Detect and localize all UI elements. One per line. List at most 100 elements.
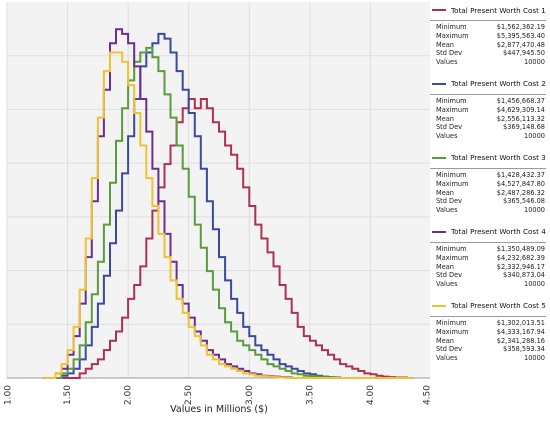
stat-label: Mean — [436, 262, 454, 271]
stat-row: Maximum $4,527,847.80 — [430, 180, 546, 189]
x-tick-label: 2.50 — [184, 385, 194, 405]
stats-table: Minimum $1,428,432.37 Maximum $4,527,847.80… — [430, 167, 546, 215]
stat-label: Std Dev — [436, 123, 463, 132]
series-line-cost-5 — [43, 51, 413, 379]
legend-series-name: Total Present Worth Cost 2 — [451, 79, 546, 89]
stat-label: Mean — [436, 336, 454, 345]
x-tick-label: 1.00 — [4, 385, 14, 405]
series-line-cost-1 — [43, 98, 413, 379]
stat-value: $2,487,286.32 — [496, 188, 545, 197]
stat-value: $365,546.08 — [503, 197, 545, 206]
legend-panel: Total Present Worth Cost 1 Minimum $1,562,… — [430, 2, 546, 372]
grid-lines — [6, 2, 430, 379]
stat-value: 10000 — [524, 206, 545, 215]
stat-value: $447,945.50 — [503, 49, 545, 58]
stat-row: Std Dev $369,148.68 — [430, 123, 546, 132]
stat-row: Mean $2,556,113.32 — [430, 115, 546, 124]
stat-row: Std Dev $358,593.34 — [430, 345, 546, 354]
x-tick-label: 4.50 — [423, 385, 431, 405]
stat-row: Mean $2,341,288.16 — [430, 337, 546, 346]
stat-row: Maximum $4,232,682.39 — [430, 254, 546, 263]
stat-row: Minimum $1,428,432.37 — [430, 171, 546, 180]
legend-header: Total Present Worth Cost 5 — [430, 298, 546, 314]
stat-value: $2,556,113.32 — [496, 114, 545, 123]
stat-label: Minimum — [436, 318, 467, 327]
stat-label: Std Dev — [436, 197, 463, 206]
legend-series-name: Total Present Worth Cost 3 — [451, 153, 546, 163]
stat-label: Std Dev — [436, 345, 463, 354]
stat-label: Values — [436, 132, 458, 141]
legend-swatch — [432, 304, 446, 307]
stat-label: Values — [436, 354, 458, 363]
stat-row: Mean $2,877,470.48 — [430, 41, 546, 50]
stats-table: Minimum $1,302,013.51 Maximum $4,333,167.94… — [430, 315, 546, 363]
legend-header: Total Present Worth Cost 3 — [430, 150, 546, 166]
legend-series-name: Total Present Worth Cost 1 — [451, 5, 546, 15]
stat-value: $4,333,167.94 — [496, 327, 545, 336]
stat-value: $2,332,946.17 — [496, 262, 545, 271]
series-lines — [43, 28, 413, 379]
stat-label: Maximum — [436, 253, 469, 262]
stat-value: $358,593.34 — [503, 345, 545, 354]
legend-block-cost-3: Total Present Worth Cost 3 Minimum $1,428,… — [430, 150, 546, 215]
stat-value: $1,456,668.37 — [496, 96, 545, 105]
x-tick-label: 2.00 — [124, 385, 134, 405]
stats-table: Minimum $1,456,668.37 Maximum $4,629,309.14… — [430, 93, 546, 141]
stat-label: Minimum — [436, 244, 467, 253]
stat-label: Maximum — [436, 179, 469, 188]
stat-label: Mean — [436, 114, 454, 123]
legend-series-name: Total Present Worth Cost 5 — [451, 301, 546, 311]
stat-value: 10000 — [524, 280, 545, 289]
stat-row: Std Dev $365,546.08 — [430, 197, 546, 206]
stat-row: Values 10000 — [430, 280, 546, 289]
stat-row: Values 10000 — [430, 354, 546, 363]
stat-value: $4,232,682.39 — [496, 253, 545, 262]
stat-row: Maximum $5,395,563.40 — [430, 32, 546, 41]
stat-value: $2,341,288.16 — [496, 336, 545, 345]
stat-label: Maximum — [436, 31, 469, 40]
stat-row: Values 10000 — [430, 132, 546, 141]
legend-block-cost-1: Total Present Worth Cost 1 Minimum $1,562,… — [430, 2, 546, 67]
stat-row: Std Dev $340,873.04 — [430, 271, 546, 280]
legend-block-cost-2: Total Present Worth Cost 2 Minimum $1,456,… — [430, 76, 546, 141]
stats-table: Minimum $1,350,489.09 Maximum $4,232,682.39… — [430, 241, 546, 289]
legend-header: Total Present Worth Cost 2 — [430, 76, 546, 92]
stat-row: Mean $2,332,946.17 — [430, 263, 546, 272]
stat-label: Mean — [436, 188, 454, 197]
stat-label: Values — [436, 280, 458, 289]
legend-block-cost-5: Total Present Worth Cost 5 Minimum $1,302,… — [430, 298, 546, 363]
stat-row: Mean $2,487,286.32 — [430, 189, 546, 198]
stat-row: Values 10000 — [430, 58, 546, 67]
stat-label: Values — [436, 58, 458, 67]
histogram-chart: 1.00 1.50 2.00 2.50 3.00 3.50 4.00 4.50 Values … — [4, 2, 431, 415]
stat-label: Values — [436, 206, 458, 215]
stat-label: Minimum — [436, 170, 467, 179]
stat-row: Std Dev $447,945.50 — [430, 49, 546, 58]
x-tick-label: 3.00 — [245, 385, 255, 405]
stat-value: $1,350,489.09 — [496, 244, 545, 253]
stat-value: $369,148.68 — [503, 123, 545, 132]
legend-block-cost-4: Total Present Worth Cost 4 Minimum $1,350,… — [430, 224, 546, 289]
stat-label: Mean — [436, 40, 454, 49]
stat-row: Maximum $4,629,309.14 — [430, 106, 546, 115]
stat-label: Std Dev — [436, 49, 463, 58]
plot-area — [7, 2, 430, 378]
x-tick-label: 1.50 — [63, 385, 73, 405]
stat-row: Minimum $1,350,489.09 — [430, 245, 546, 254]
legend-header: Total Present Worth Cost 4 — [430, 224, 546, 240]
stat-value: $1,302,013.51 — [496, 318, 545, 327]
stat-value: $4,527,847.80 — [496, 179, 545, 188]
stat-row: Minimum $1,302,013.51 — [430, 319, 546, 328]
stat-row: Values 10000 — [430, 206, 546, 215]
legend-series-name: Total Present Worth Cost 4 — [451, 227, 546, 237]
legend-swatch — [432, 156, 446, 159]
stat-row: Minimum $1,562,362.19 — [430, 23, 546, 32]
stat-label: Std Dev — [436, 271, 463, 280]
stat-value: 10000 — [524, 132, 545, 141]
stats-table: Minimum $1,562,362.19 Maximum $5,395,563.40… — [430, 20, 546, 67]
x-tick-labels: 1.00 1.50 2.00 2.50 3.00 3.50 4.00 4.50 — [4, 385, 431, 405]
series-line-cost-3 — [43, 46, 413, 379]
stat-label: Maximum — [436, 327, 469, 336]
stat-label: Minimum — [436, 23, 467, 31]
stat-value: 10000 — [524, 58, 545, 67]
